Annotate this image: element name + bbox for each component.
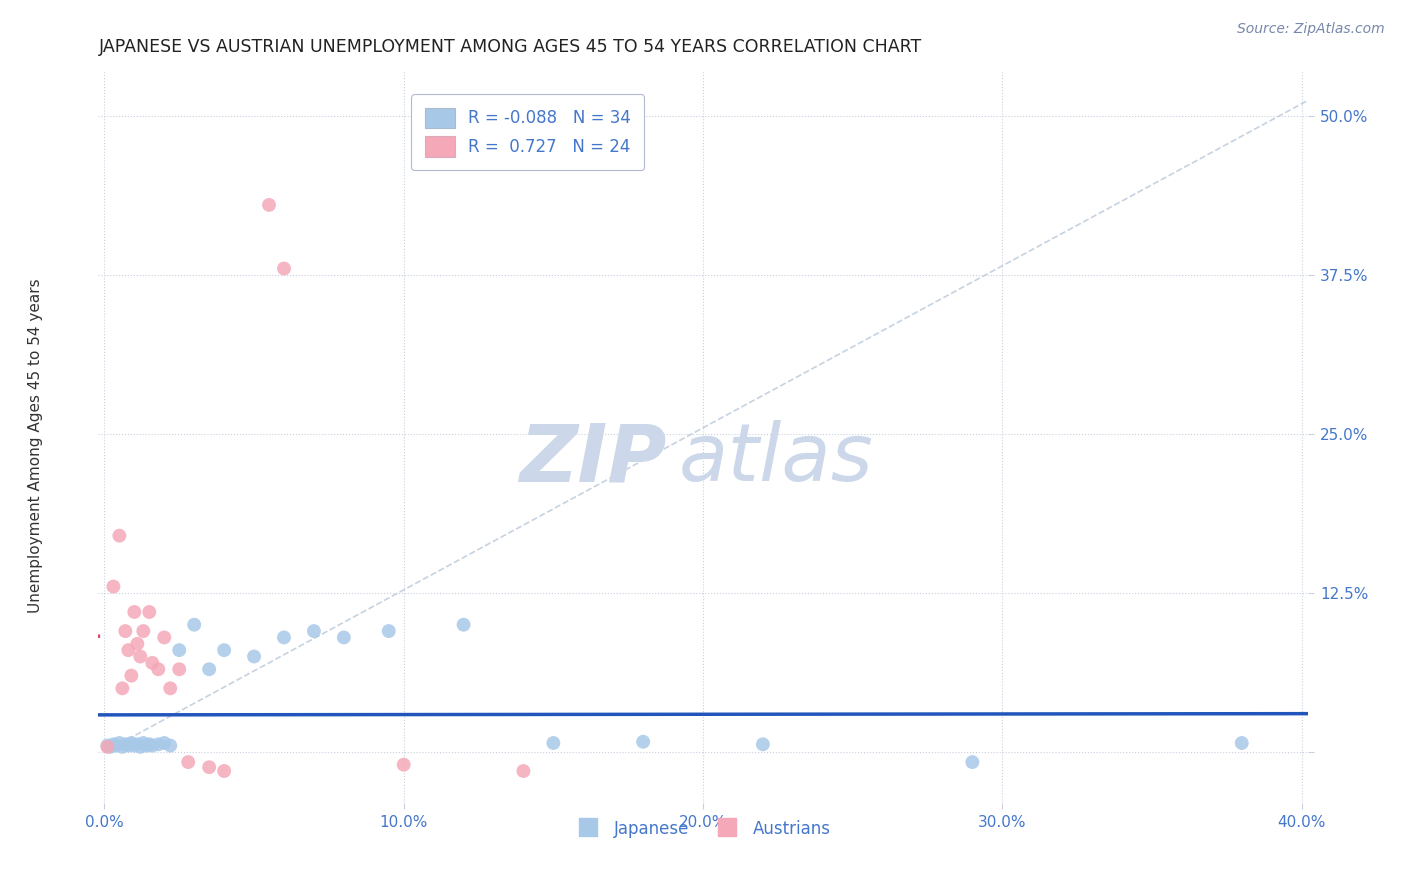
Point bbox=[273, 261, 295, 276]
Point bbox=[198, 662, 221, 676]
Point bbox=[114, 624, 136, 638]
Point bbox=[148, 737, 170, 751]
Text: atlas: atlas bbox=[679, 420, 873, 498]
Point bbox=[96, 739, 118, 754]
Point bbox=[183, 617, 205, 632]
Text: Unemployment Among Ages 45 to 54 years: Unemployment Among Ages 45 to 54 years bbox=[28, 278, 42, 614]
Point bbox=[117, 739, 139, 753]
Text: Source: ZipAtlas.com: Source: ZipAtlas.com bbox=[1237, 22, 1385, 37]
Point bbox=[153, 631, 176, 645]
Point bbox=[543, 736, 565, 750]
Point bbox=[124, 605, 146, 619]
Point bbox=[114, 737, 136, 751]
Point bbox=[198, 760, 221, 774]
Point bbox=[132, 624, 155, 638]
Point bbox=[108, 736, 131, 750]
Point bbox=[100, 739, 122, 754]
Point bbox=[631, 735, 654, 749]
Text: ZIP: ZIP bbox=[519, 420, 666, 498]
Legend: Japanese, Austrians: Japanese, Austrians bbox=[569, 812, 837, 846]
Point bbox=[212, 764, 235, 778]
Text: JAPANESE VS AUSTRIAN UNEMPLOYMENT AMONG AGES 45 TO 54 YEARS CORRELATION CHART: JAPANESE VS AUSTRIAN UNEMPLOYMENT AMONG … bbox=[98, 38, 922, 56]
Point bbox=[111, 681, 134, 696]
Point bbox=[159, 739, 181, 753]
Point bbox=[117, 643, 139, 657]
Point bbox=[392, 757, 415, 772]
Point bbox=[138, 737, 160, 751]
Point bbox=[153, 736, 176, 750]
Point bbox=[512, 764, 534, 778]
Point bbox=[148, 662, 170, 676]
Point bbox=[141, 739, 163, 753]
Point bbox=[120, 736, 142, 750]
Point bbox=[1230, 736, 1253, 750]
Point bbox=[127, 637, 149, 651]
Point bbox=[159, 681, 181, 696]
Point bbox=[105, 739, 128, 753]
Point bbox=[124, 739, 146, 753]
Point bbox=[129, 739, 152, 754]
Point bbox=[212, 643, 235, 657]
Point bbox=[138, 605, 160, 619]
Point bbox=[167, 643, 190, 657]
Point bbox=[108, 529, 131, 543]
Point bbox=[141, 656, 163, 670]
Point bbox=[273, 631, 295, 645]
Point bbox=[752, 737, 775, 751]
Point bbox=[302, 624, 325, 638]
Point bbox=[103, 737, 125, 751]
Point bbox=[167, 662, 190, 676]
Point bbox=[120, 668, 142, 682]
Point bbox=[257, 198, 280, 212]
Point bbox=[962, 755, 984, 769]
Point bbox=[96, 739, 118, 753]
Point bbox=[132, 736, 155, 750]
Point bbox=[127, 737, 149, 751]
Point bbox=[453, 617, 475, 632]
Point bbox=[135, 739, 157, 753]
Point bbox=[377, 624, 399, 638]
Point bbox=[177, 755, 200, 769]
Point bbox=[333, 631, 356, 645]
Point bbox=[111, 739, 134, 754]
Point bbox=[129, 649, 152, 664]
Point bbox=[103, 580, 125, 594]
Point bbox=[243, 649, 266, 664]
